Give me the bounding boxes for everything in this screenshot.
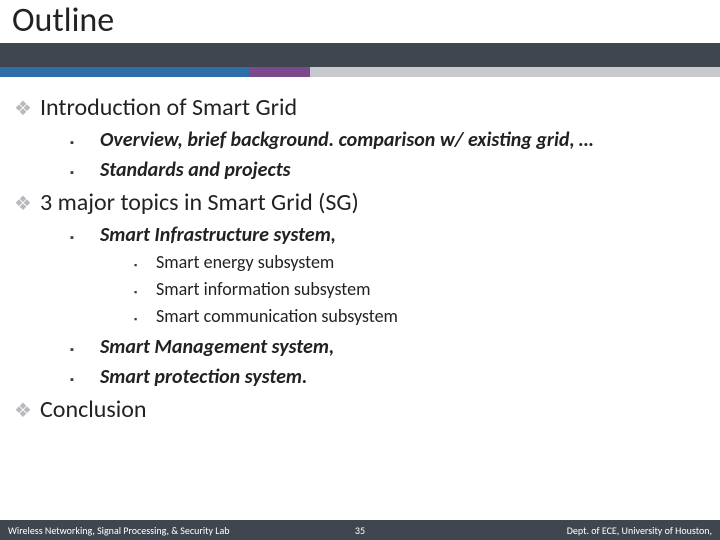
content-area: ❖ Introduction of Smart Grid ▪ Overview,… xyxy=(0,77,720,520)
outline-subitem: ▪ Smart Management system, xyxy=(14,335,710,359)
outline-item: ❖ Introduction of Smart Grid xyxy=(14,93,710,122)
square-bullet-icon: ▪ xyxy=(70,229,100,247)
accent-purple xyxy=(250,67,310,77)
outline-subitem-text: Overview, brief background. comparison w… xyxy=(100,128,593,152)
square-bullet-icon: ▪ xyxy=(70,341,100,359)
diamond-bullet-icon: ❖ xyxy=(14,194,40,214)
footer: Wireless Networking, Signal Processing, … xyxy=(0,520,720,540)
outline-subsubitem: ▪ Smart energy subsystem xyxy=(14,251,710,274)
outline-item: ❖ Conclusion xyxy=(14,395,710,424)
outline-subsubitem: ▪ Smart information subsystem xyxy=(14,278,710,301)
title-block: Outline xyxy=(0,0,720,77)
outline-subsubitem-text: Smart energy subsystem xyxy=(156,251,334,273)
outline-subitem-text: Smart Management system, xyxy=(100,335,334,359)
outline-item-text: Introduction of Smart Grid xyxy=(40,93,297,122)
square-bullet-icon: ▪ xyxy=(70,164,100,182)
footer-page-number: 35 xyxy=(320,524,400,537)
outline-item: ❖ 3 major topics in Smart Grid (SG) xyxy=(14,188,710,217)
outline-subitem-text: Standards and projects xyxy=(100,158,291,182)
footer-right: Dept. of ECE, University of Houston, xyxy=(400,524,712,537)
outline-subitem: ▪ Overview, brief background. comparison… xyxy=(14,128,710,152)
outline-item-text: Conclusion xyxy=(40,395,147,424)
outline-subitem-text: Smart Infrastructure system, xyxy=(100,223,336,247)
title-area: Outline xyxy=(0,0,720,43)
accent-gray xyxy=(310,67,720,77)
footer-left: Wireless Networking, Signal Processing, … xyxy=(8,524,320,537)
accent-blue xyxy=(0,67,250,77)
outline-item-text: 3 major topics in Smart Grid (SG) xyxy=(40,188,359,217)
title-bar-dark xyxy=(0,43,720,67)
outline-subitem: ▪ Standards and projects xyxy=(14,158,710,182)
square-bullet-icon: ▪ xyxy=(70,371,100,389)
outline-subitem-text: Smart protection system. xyxy=(100,365,307,389)
outline-subsubitem: ▪ Smart communication subsystem xyxy=(14,305,710,328)
outline-subitem: ▪ Smart protection system. xyxy=(14,365,710,389)
square-bullet-icon: ▪ xyxy=(134,285,156,301)
outline-subsubitem-text: Smart communication subsystem xyxy=(156,305,398,327)
square-bullet-icon: ▪ xyxy=(134,258,156,274)
outline-subsubitem-text: Smart information subsystem xyxy=(156,278,370,300)
slide-title: Outline xyxy=(12,0,708,41)
square-bullet-icon: ▪ xyxy=(70,134,100,152)
outline-subitem: ▪ Smart Infrastructure system, xyxy=(14,223,710,247)
square-bullet-icon: ▪ xyxy=(134,312,156,328)
accent-row xyxy=(0,67,720,77)
diamond-bullet-icon: ❖ xyxy=(14,401,40,421)
diamond-bullet-icon: ❖ xyxy=(14,99,40,119)
slide: Outline ❖ Introduction of Smart Grid ▪ O… xyxy=(0,0,720,540)
